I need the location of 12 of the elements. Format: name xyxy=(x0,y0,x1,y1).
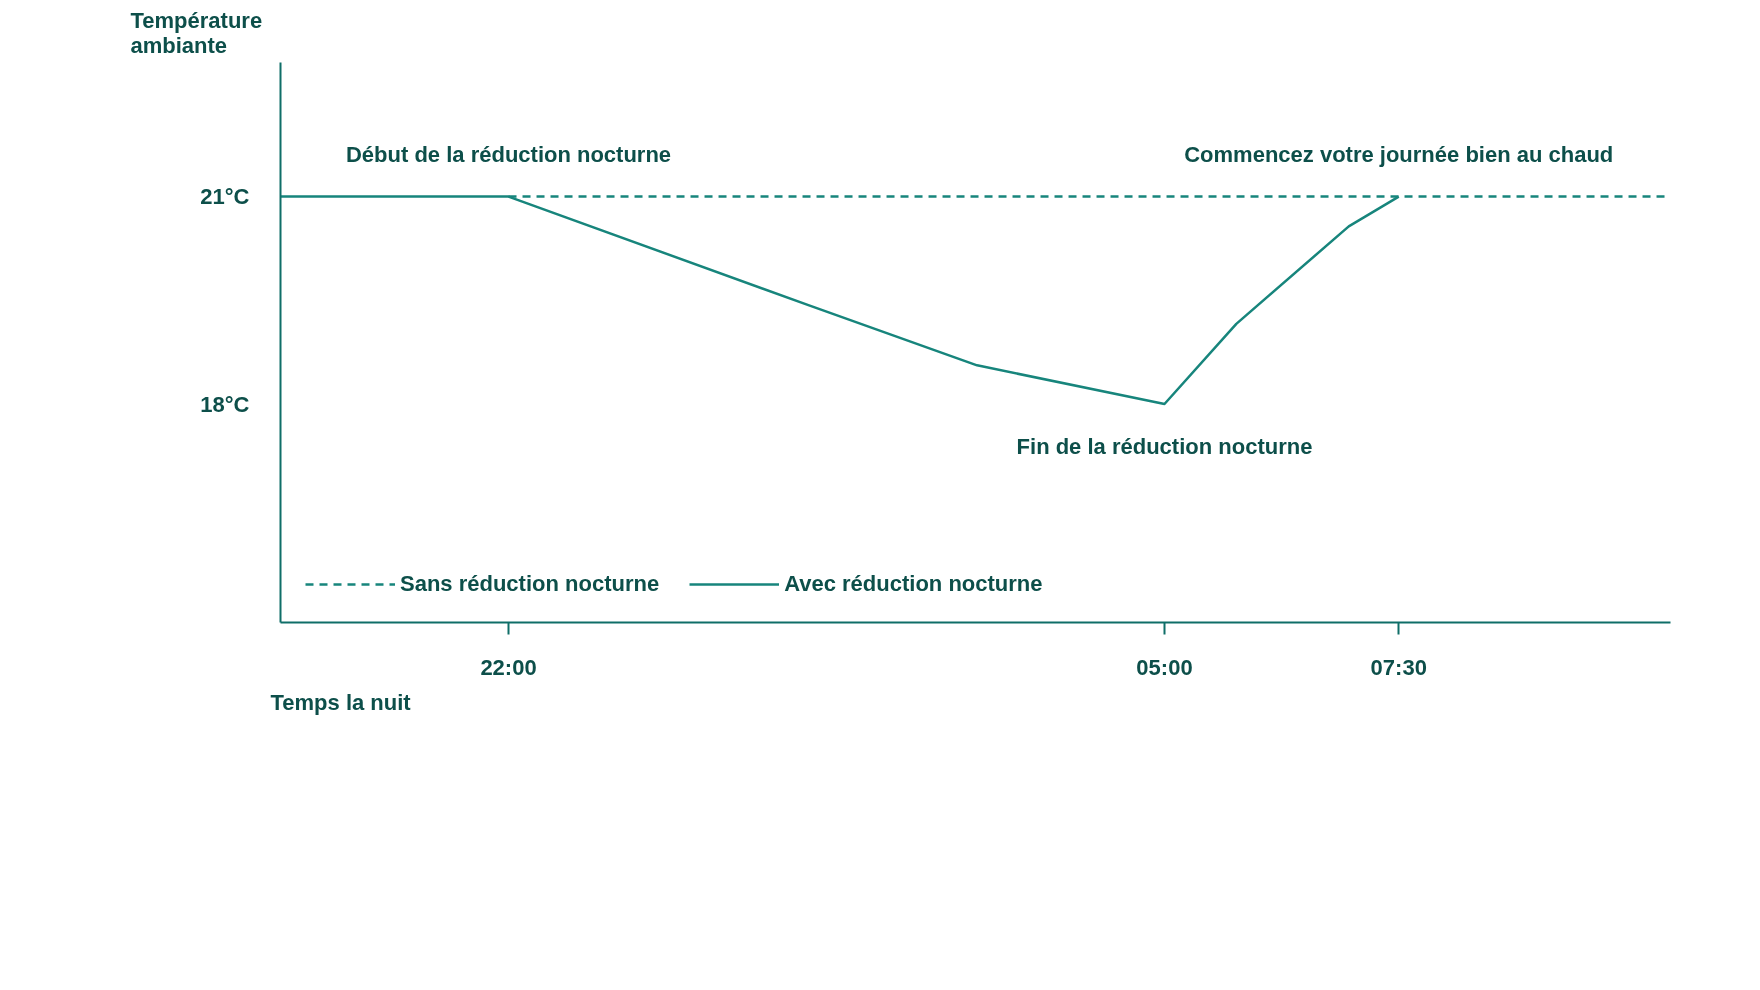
x-tick-label: 05:00 xyxy=(1136,654,1193,680)
annotation: Fin de la réduction nocturne xyxy=(1016,434,1313,460)
legend-label: Sans réduction nocturne xyxy=(400,571,660,597)
y-tick-label: 18°C xyxy=(200,391,250,417)
y-tick-label: 21°C xyxy=(200,184,250,210)
annotation: Commencez votre journée bien au chaud xyxy=(1184,141,1614,167)
legend-label: Avec réduction nocturne xyxy=(784,571,1043,597)
x-axis-title: Temps la nuit xyxy=(270,689,412,715)
x-tick-label: 22:00 xyxy=(480,654,537,680)
y-axis-title: Température ambiante xyxy=(130,7,263,58)
x-tick-label: 07:30 xyxy=(1370,654,1427,680)
annotation: Début de la réduction nocturne xyxy=(345,141,672,167)
